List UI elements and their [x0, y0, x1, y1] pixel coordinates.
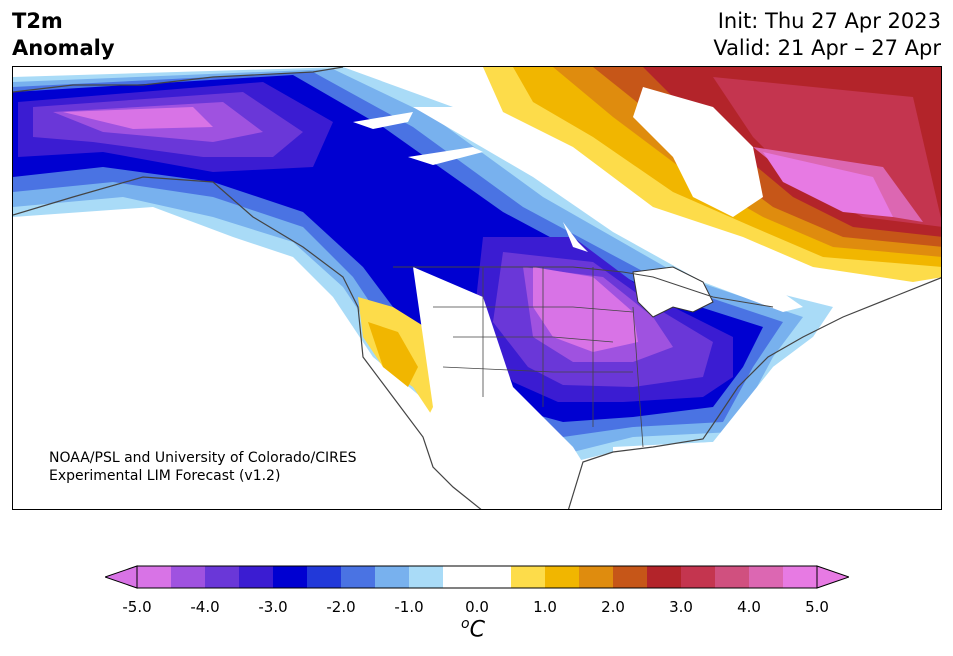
credit-text: NOAA/PSL and University of Colorado/CIRE… [49, 449, 357, 485]
coastline [13, 67, 941, 509]
state-borders [433, 267, 644, 448]
colorbar-segment [477, 566, 512, 588]
map-title: T2m Anomaly [12, 8, 115, 62]
colorbar-segment [239, 566, 274, 588]
colorbar-segment [137, 566, 172, 588]
colorbar-segment [443, 566, 478, 588]
colorbar-segment [647, 566, 682, 588]
unit-superscript: o [461, 616, 470, 632]
colorbar-tick-label: 5.0 [805, 598, 829, 616]
colorbar [105, 565, 849, 589]
colorbar-tick-label: -2.0 [326, 598, 356, 616]
great-lakes [632, 266, 714, 318]
colorbar-tick-label: 2.0 [601, 598, 625, 616]
colorbar-tick-label: 0.0 [465, 598, 489, 616]
colorbar-segment [579, 566, 614, 588]
credit-line-2: Experimental LIM Forecast (v1.2) [49, 468, 281, 484]
anomaly-map [12, 66, 942, 510]
colorbar-segment [171, 566, 206, 588]
colorbar-segment [409, 566, 444, 588]
colorbar-segment [375, 566, 410, 588]
title-line-1: T2m [12, 9, 63, 33]
lake-winnipeg [563, 222, 588, 252]
colorbar-segment [613, 566, 648, 588]
colorbar-segment [715, 566, 750, 588]
map-canvas [13, 67, 941, 509]
colorbar-segment [307, 566, 342, 588]
colorbar-tick-label: -1.0 [394, 598, 424, 616]
colorbar-segment [749, 566, 784, 588]
california-gold [368, 322, 418, 387]
colorbar-tick-label: 1.0 [533, 598, 557, 616]
hudson-bay [633, 87, 763, 217]
atlantic-ocean [613, 297, 941, 509]
great-slave-lake [353, 112, 413, 129]
colorbar-segment [341, 566, 376, 588]
colorbar-segment [511, 566, 546, 588]
colorbar-segment [545, 566, 580, 588]
title-line-2: Anomaly [12, 36, 115, 60]
colorbar-tick-label: -4.0 [190, 598, 220, 616]
unit-base: C [469, 617, 485, 643]
colorbar-extend-min [105, 565, 138, 589]
cold-core-pink [63, 107, 638, 352]
colorbar-tick-label: -3.0 [258, 598, 288, 616]
unit-label: oC [461, 616, 485, 642]
neutral-band [413, 107, 803, 312]
colorbar-segment [681, 566, 716, 588]
pacific-ocean [13, 217, 433, 509]
lake-athabasca [408, 147, 483, 165]
credit-line-1: NOAA/PSL and University of Colorado/CIRE… [49, 450, 357, 466]
date-info: Init: Thu 27 Apr 2023 Valid: 21 Apr – 27… [713, 8, 941, 62]
valid-range: Valid: 21 Apr – 27 Apr [713, 36, 941, 60]
colorbar-tick-label: 3.0 [669, 598, 693, 616]
southwest-neutral [413, 267, 612, 509]
colorbar-tick-label: -5.0 [122, 598, 152, 616]
colorbar-segment [783, 566, 818, 588]
colorbar-segment [273, 566, 308, 588]
init-date: Init: Thu 27 Apr 2023 [717, 9, 941, 33]
colorbar-segment [205, 566, 240, 588]
colorbar-frame [136, 565, 818, 589]
warm-core-magenta [763, 152, 893, 217]
colorbar-tick-label: 4.0 [737, 598, 761, 616]
colorbar-extend-max [816, 565, 849, 589]
